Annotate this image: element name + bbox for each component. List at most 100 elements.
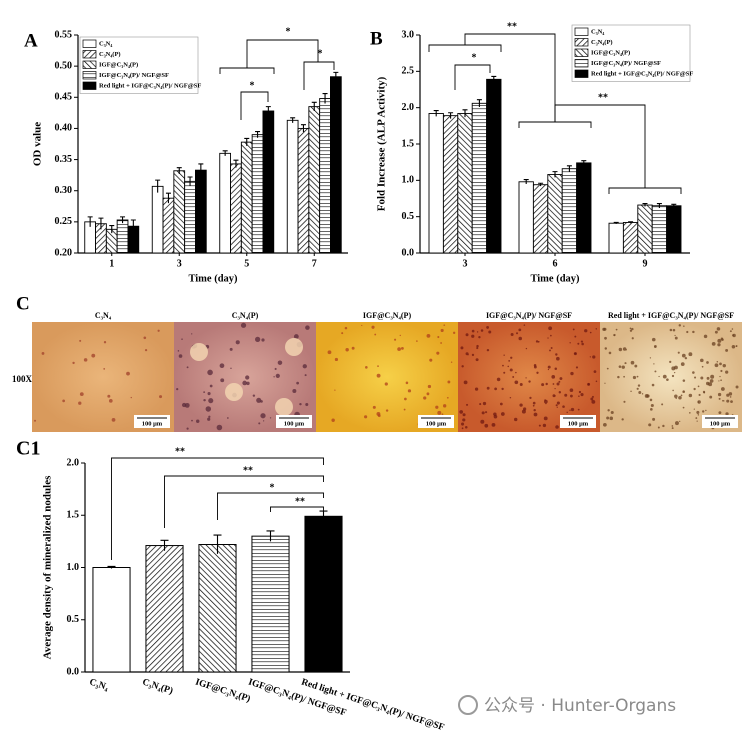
micrograph-speck [331,418,335,422]
micrograph-speck [697,414,700,416]
micrograph-speck [720,379,722,382]
micrograph-speck [728,392,733,396]
micrograph-speck [479,403,482,406]
micrograph-speck [545,402,547,405]
micrograph-speck [502,364,504,367]
micrograph-speck [732,333,736,338]
micrograph [32,322,174,432]
significance-label: * [286,26,291,37]
bar [145,545,184,673]
bar [547,174,563,254]
micrograph-speck [481,411,485,415]
micrograph-speck [672,328,676,332]
micrograph-speck [536,371,539,374]
micrograph-speck [514,417,518,422]
micrograph-speck [682,379,686,382]
micrograph-speck [538,424,541,427]
micrograph-speck [608,351,612,355]
micrograph-speck [595,328,598,330]
micrograph-speck [91,353,96,358]
micrograph-speck [377,365,379,367]
micrograph-speck [604,382,606,384]
micrograph-speck [702,390,706,393]
micrograph-speck [443,324,446,326]
micrograph-speck [719,375,721,378]
image-title: IGF@C₃N₄(P) [363,311,412,320]
micrograph-speck [535,340,539,343]
micrograph-speck [735,345,738,347]
micrograph-speck [623,400,626,403]
micrograph-speck [717,338,722,343]
micrograph-speck [726,399,730,403]
micrograph-speck [203,398,206,402]
error-bar [187,176,193,186]
legend-swatch [574,69,589,78]
y-tick-label: 0.55 [55,29,73,40]
micrograph-speck [729,396,732,398]
error-bar [462,109,468,118]
micrograph-speck [716,327,721,331]
error-bar [491,75,497,83]
micrograph-speck [714,330,718,334]
micrograph-speck [722,363,726,368]
error-bar [222,150,228,156]
micrograph-speck [710,374,715,379]
micrograph-speck [494,387,497,391]
micrograph-speck [471,353,475,357]
micrograph-speck [709,379,714,383]
scale-label: 100 μm [426,420,447,427]
micrograph-speck [735,385,739,389]
micrograph-speck [471,329,475,333]
micrograph-speck [622,347,627,351]
error-bar [671,203,677,208]
micrograph-speck [564,393,568,397]
micrograph-speck [683,325,685,327]
image-title: C₃N₄ [95,311,112,320]
micrograph-speck [654,370,657,373]
legend-label: IGF@C₃N₄(P) [99,61,138,68]
bar [92,567,131,673]
micrograph-speck [672,389,674,392]
micrograph-speck [103,367,106,370]
micrograph-speck [364,415,368,419]
micrograph-speck [692,330,695,334]
micrograph-speck [669,360,672,364]
micrograph-speck [230,367,232,370]
micrograph-speck [697,400,701,404]
scale-label: 100 μm [568,420,589,427]
micrograph-speck [569,342,571,344]
micrograph-speck [555,353,558,356]
micrograph-speck [618,347,623,352]
micrograph-speck [631,337,634,340]
error-bar [448,112,454,119]
micrograph-speck [649,398,653,402]
micrograph-speck [463,380,468,385]
micrograph-speck [205,406,212,412]
micrograph-speck [590,397,594,401]
micrograph-speck [186,366,189,369]
micrograph-speck [593,370,597,373]
micrograph-speck [556,406,558,408]
legend-swatch [82,81,97,90]
micrograph-speck [701,365,704,368]
micrograph-speck [72,361,75,365]
error-bar [155,179,161,193]
micrograph-speck [229,347,233,351]
error-bar [98,217,104,230]
legend-swatch [574,59,589,68]
micrograph-speck [680,394,683,397]
micrograph-speck [533,412,538,417]
error-bar [87,216,93,227]
bar [471,102,488,254]
micrograph-speck [384,382,388,386]
error-bar [566,165,572,172]
micrograph-speck [621,418,624,421]
micrograph-speck [292,389,297,394]
legend-label: C₃N₄ [591,28,604,35]
micrograph-speck [721,338,724,341]
micrograph-speck [255,336,261,342]
micrograph-speck [327,350,332,355]
micrograph-speck [507,365,510,368]
micrograph-speck [177,350,180,352]
micrograph-speck [235,340,240,345]
